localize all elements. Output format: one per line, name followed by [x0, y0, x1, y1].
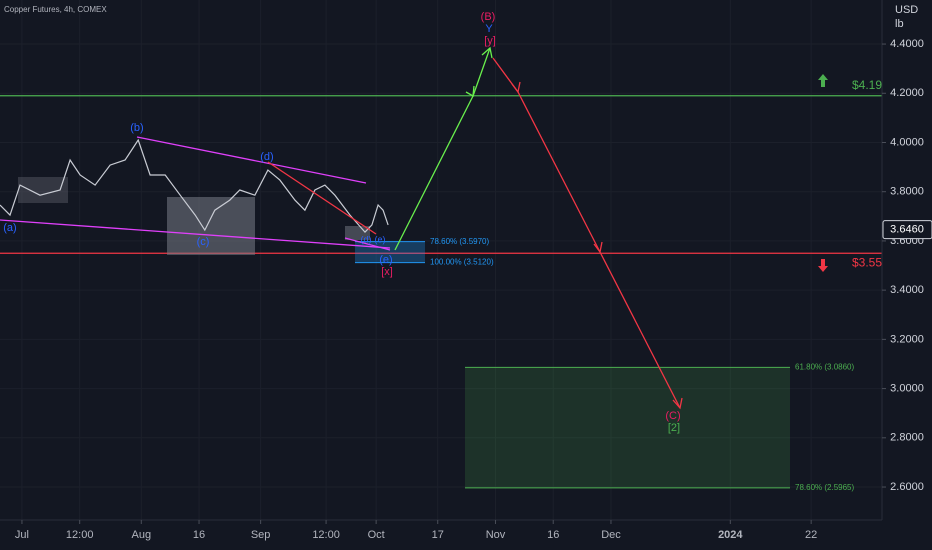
range-box — [167, 197, 255, 255]
wave-label: [2] — [668, 422, 680, 434]
last-price-label: 3.6460 — [890, 224, 924, 236]
arrow-head — [593, 241, 603, 254]
wave-label: Y — [485, 23, 493, 35]
wave-label: (c) — [197, 236, 210, 248]
x-tick-label: 12:00 — [312, 529, 340, 541]
arrow-head — [481, 46, 493, 59]
price-line — [0, 138, 389, 233]
arrow-head — [511, 81, 521, 94]
y-tick-label: 2.8000 — [890, 432, 924, 444]
projection-arrow — [492, 57, 681, 409]
down-arrow — [818, 259, 828, 272]
fib-zones: 78.60% (3.5970) 100.00% (3.5120) 61.80% (3… — [355, 237, 854, 492]
unit: lb — [895, 18, 904, 30]
fib-label: 78.60% (3.5970) — [430, 237, 489, 246]
arrow-head — [672, 397, 683, 410]
x-tick-label: 12:00 — [66, 529, 94, 541]
range-box — [345, 226, 370, 240]
x-tick-label: Dec — [601, 529, 621, 541]
projection-arrow — [267, 161, 377, 235]
arrow-head — [465, 85, 475, 98]
y-tick-label: 4.0000 — [890, 136, 924, 148]
x-tick-label: 22 — [805, 529, 817, 541]
x-tick-label: Aug — [132, 529, 152, 541]
projection-arrow — [394, 95, 474, 251]
x-tick-label: Jul — [15, 529, 29, 541]
x-tick-label: 16 — [547, 529, 559, 541]
x-tick-label: Oct — [368, 529, 385, 541]
trend-line — [0, 219, 391, 249]
projection-arrow — [472, 47, 491, 97]
wave-label: (d) — [361, 234, 372, 244]
wave-label: [x] — [381, 266, 393, 278]
wave-label: (C) — [665, 410, 680, 422]
fib-label: 61.80% (3.0860) — [795, 363, 854, 372]
wave-label: (e) — [379, 254, 392, 266]
fib-zone — [465, 367, 790, 488]
grid — [0, 95, 882, 254]
axes: 2.60002.80003.00003.20003.40003.60003.80… — [15, 38, 932, 541]
y-tick-label: 2.6000 — [890, 481, 924, 493]
y-tick-label: 3.2000 — [890, 333, 924, 345]
y-axis-panel — [882, 0, 932, 550]
y-tick-label: 3.4000 — [890, 284, 924, 296]
x-tick-label: Nov — [486, 529, 506, 541]
wave-label: (a) — [3, 222, 16, 234]
up-arrow — [818, 74, 828, 87]
level-label: $3.55 — [852, 255, 882, 269]
fib-label: 78.60% (2.5965) — [795, 483, 854, 492]
y-tick-label: 3.8000 — [890, 186, 924, 198]
wave-label: (e) — [375, 234, 386, 244]
level-label: $4.19 — [852, 78, 882, 92]
trend-line — [344, 237, 391, 251]
x-tick-label: 2024 — [718, 529, 743, 541]
last-price-box — [882, 220, 932, 240]
trend-line — [136, 136, 367, 184]
wave-label: (B) — [481, 11, 496, 23]
chart-title: Copper Futures, 4h, COMEX — [4, 5, 107, 14]
fib-label: 100.00% (3.5120) — [430, 258, 494, 267]
wave-label: [y] — [484, 35, 496, 47]
y-tick-label: 4.2000 — [890, 87, 924, 99]
series — [0, 138, 389, 233]
y-tick-label: 3.0000 — [890, 382, 924, 394]
wave-label: (b) — [130, 122, 143, 134]
wave-label: (d) — [260, 151, 273, 163]
x-tick-label: 16 — [193, 529, 205, 541]
x-tick-label: Sep — [251, 529, 271, 541]
currency: USD — [895, 4, 918, 16]
x-tick-label: 17 — [432, 529, 444, 541]
y-tick-label: 4.4000 — [890, 38, 924, 50]
